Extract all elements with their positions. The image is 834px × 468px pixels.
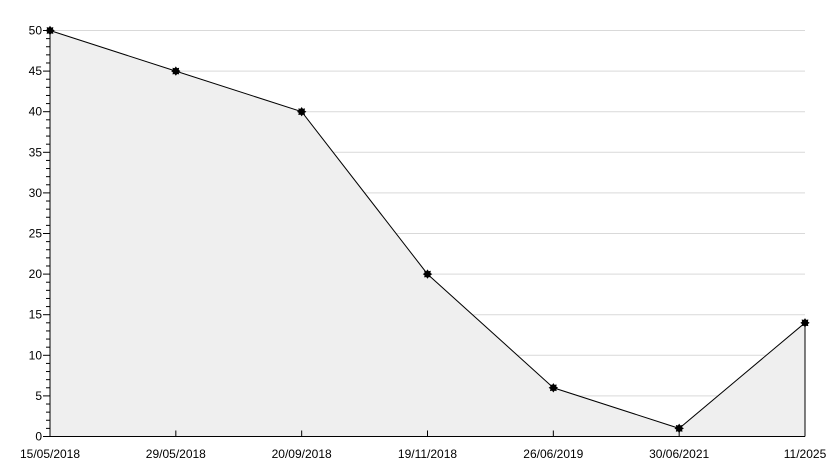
svg-text:0: 0 [35,430,42,444]
svg-text:35: 35 [29,145,43,159]
svg-text:29/05/2018: 29/05/2018 [146,447,206,461]
svg-text:5: 5 [35,389,42,403]
svg-text:20/09/2018: 20/09/2018 [272,447,332,461]
svg-text:40: 40 [29,105,43,119]
svg-text:15: 15 [29,308,43,322]
svg-text:25: 25 [29,227,43,241]
svg-text:30: 30 [29,186,43,200]
svg-text:20: 20 [29,267,43,281]
svg-text:19/11/2018: 19/11/2018 [398,447,457,461]
svg-text:11/2025: 11/2025 [784,447,827,461]
svg-text:10: 10 [29,348,43,362]
svg-text:30/06/2021: 30/06/2021 [649,447,709,461]
svg-text:15/05/2018: 15/05/2018 [20,447,80,461]
svg-text:26/06/2019: 26/06/2019 [523,447,583,461]
svg-text:50: 50 [29,24,43,38]
svg-text:45: 45 [29,64,43,78]
